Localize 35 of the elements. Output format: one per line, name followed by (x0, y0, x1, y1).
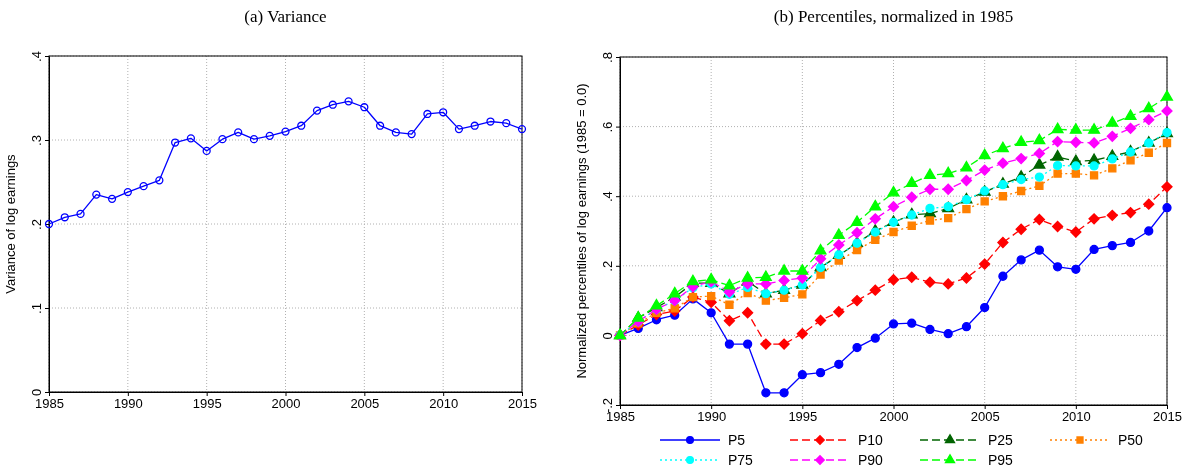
legend-label: P5 (728, 432, 746, 448)
chart-title: (a) Variance (244, 7, 327, 26)
x-tick-label: 1985 (35, 396, 64, 412)
x-tick-label: 2015 (1153, 409, 1182, 425)
y-tick-label: 0 (600, 332, 615, 340)
legend-label: P90 (858, 452, 884, 468)
x-tick-label: 1990 (697, 409, 727, 425)
x-tick-label: 1990 (113, 396, 143, 412)
y-tick-label: .2 (29, 219, 44, 230)
legend-label: P25 (988, 432, 1014, 448)
x-tick-label: 1995 (788, 409, 818, 425)
y-tick-label: .8 (600, 52, 615, 63)
x-tick-label: 2000 (271, 396, 301, 412)
x-tick-label: 1995 (192, 396, 222, 412)
y-tick-label: .3 (29, 135, 44, 146)
x-tick-label: 2010 (429, 396, 459, 412)
x-tick-label: 2000 (879, 409, 909, 425)
legend-label: P10 (858, 432, 884, 448)
chart-title: (b) Percentiles, normalized in 1985 (773, 7, 1014, 26)
legend-label: P95 (988, 452, 1014, 468)
legend-label: P50 (1118, 432, 1144, 448)
y-tick-label: 0 (29, 388, 44, 397)
x-tick-label: 2010 (1061, 409, 1091, 425)
y-tick-label: -.2 (600, 397, 615, 414)
y-tick-label: .4 (600, 191, 615, 203)
y-tick-label: .2 (600, 260, 615, 272)
y-axis-title: Variance of log earnings (3, 153, 18, 294)
legend-label: P75 (728, 452, 754, 468)
x-tick-label: 2005 (970, 409, 1000, 425)
x-tick-label: 2015 (508, 396, 537, 412)
x-tick-label: 2005 (350, 396, 380, 412)
y-tick-label: .1 (29, 303, 44, 314)
y-tick-label: .6 (600, 121, 615, 133)
y-tick-label: .4 (29, 51, 44, 62)
y-axis-title: Normalized percentiles of log earnings (1985 = 0.0) (574, 83, 589, 379)
